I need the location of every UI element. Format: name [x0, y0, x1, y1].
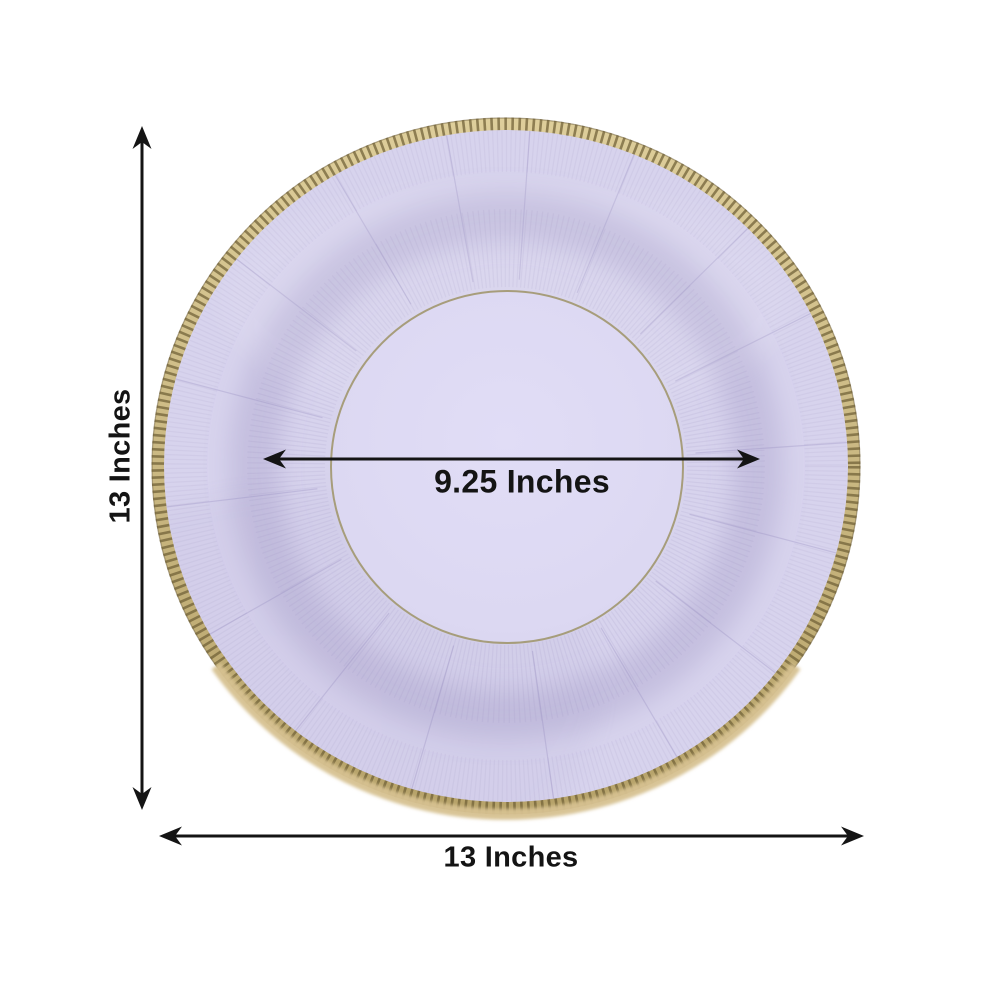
arrowhead-icon: [841, 826, 864, 846]
rim-bottom-smooth-edge: [211, 662, 801, 820]
inner-ribbing-band: [247, 209, 765, 723]
pleat-seam: [168, 376, 323, 419]
arrowhead-icon: [263, 449, 286, 469]
width-dimension-arrow: [159, 826, 864, 846]
pleat-seam: [689, 513, 844, 556]
arrowhead-icon: [132, 787, 152, 810]
width-dimension-label: 13 Inches: [443, 841, 579, 874]
pleat-seam: [655, 580, 782, 678]
inner-diameter-label: 9.25 Inches: [434, 463, 610, 500]
plate-well: [330, 290, 684, 644]
height-dimension-label: 13 Inches: [104, 388, 137, 524]
pleat-seam: [600, 627, 682, 764]
arrowhead-icon: [737, 449, 760, 469]
inner-diameter-arrow: [263, 449, 760, 469]
pleat-seam: [695, 441, 848, 454]
rim-flute-notches: [151, 117, 861, 815]
outer-ribbing-band: [165, 130, 847, 802]
arrowhead-icon: [132, 126, 152, 149]
arrowhead-icon: [159, 826, 182, 846]
gold-accent-ring: [330, 290, 684, 644]
height-dimension-arrow: [132, 126, 152, 810]
